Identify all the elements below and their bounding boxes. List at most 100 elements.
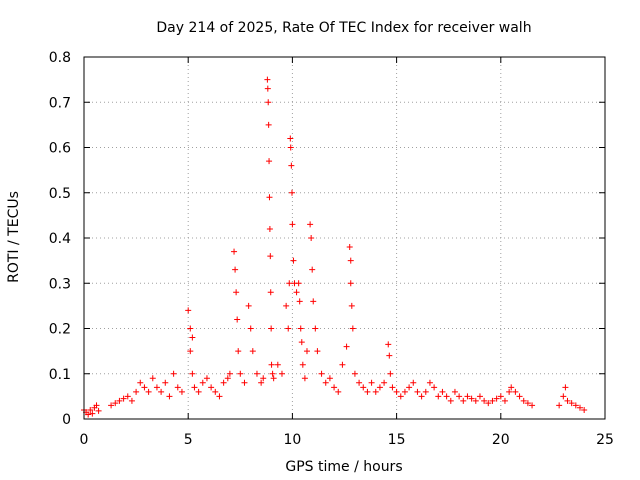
data-point [524, 400, 531, 407]
data-point [189, 334, 196, 341]
data-point [443, 393, 450, 400]
data-point [562, 384, 569, 391]
data-point [235, 348, 242, 355]
data-point [581, 406, 588, 413]
data-point [348, 302, 355, 309]
data-point [307, 221, 314, 228]
data-point [393, 388, 400, 395]
data-point [368, 379, 375, 386]
data-point [241, 379, 248, 386]
data-point [232, 266, 239, 273]
data-point [295, 280, 302, 287]
data-point [301, 375, 308, 382]
data-point [187, 348, 194, 355]
data-point [299, 361, 306, 368]
y-tick-label: 0.4 [49, 231, 71, 247]
data-point [237, 370, 244, 377]
data-point [89, 410, 96, 417]
data-point [331, 384, 338, 391]
data-point [297, 325, 304, 332]
data-point [270, 375, 277, 382]
x-tick-label: 15 [388, 432, 406, 448]
data-point [346, 244, 353, 251]
y-tick-label: 0.5 [49, 186, 71, 202]
x-tick-label: 10 [283, 432, 301, 448]
data-point [203, 375, 210, 382]
data-point [310, 298, 317, 305]
data-point [410, 379, 417, 386]
data-point [472, 397, 479, 404]
data-point [493, 395, 500, 402]
data-point [128, 397, 135, 404]
data-point [195, 388, 202, 395]
data-point [289, 221, 296, 228]
chart-title: Day 214 of 2025, Rate Of TEC Index for r… [156, 20, 531, 36]
data-point [431, 384, 438, 391]
data-point [231, 248, 238, 255]
data-point [285, 325, 292, 332]
data-point [318, 370, 325, 377]
data-point [360, 384, 367, 391]
data-point [283, 302, 290, 309]
data-point [298, 339, 305, 346]
data-point [268, 361, 275, 368]
data-point [481, 397, 488, 404]
data-point [178, 388, 185, 395]
data-point [312, 325, 319, 332]
data-point [568, 400, 575, 407]
y-tick-label: 0.1 [49, 367, 71, 383]
data-point [288, 162, 295, 169]
data-point [174, 384, 181, 391]
data-point [266, 194, 273, 201]
data-point [564, 397, 571, 404]
data-point [199, 379, 206, 386]
data-point [185, 307, 192, 314]
data-point [137, 379, 144, 386]
data-point [516, 393, 523, 400]
tick-labels: 0 5 10 15 20 25 0 0.1 0.2 0.3 0.4 0.5 0.6 0.7 0.8 [49, 50, 614, 448]
data-point [170, 370, 177, 377]
data-point [247, 325, 254, 332]
y-tick-label: 0.3 [49, 276, 71, 292]
data-point [265, 99, 272, 106]
x-tick-label: 0 [80, 432, 89, 448]
data-point [267, 253, 274, 260]
data-point [274, 361, 281, 368]
data-point [418, 393, 425, 400]
data-point [288, 189, 295, 196]
data-point [309, 266, 316, 273]
y-tick-label: 0.8 [49, 50, 71, 66]
data-point [529, 402, 536, 409]
data-point [386, 352, 393, 359]
data-point [108, 402, 115, 409]
data-point [476, 393, 483, 400]
data-point [191, 384, 198, 391]
data-point [381, 379, 388, 386]
data-point [266, 158, 273, 165]
data-point [220, 379, 227, 386]
y-axis-label: ROTI / TECUs [6, 191, 22, 283]
data-point [264, 76, 271, 83]
y-tick-label: 0 [62, 412, 71, 428]
y-tick-label: 0.6 [49, 141, 71, 157]
data-point [351, 370, 358, 377]
data-point [397, 393, 404, 400]
data-point [485, 400, 492, 407]
data-point [234, 316, 241, 323]
data-point [376, 384, 383, 391]
data-point [258, 379, 265, 386]
data-point [422, 388, 429, 395]
data-point [576, 404, 583, 411]
data-point [364, 388, 371, 395]
data-point [308, 235, 315, 241]
data-point [356, 379, 363, 386]
data-point [120, 395, 127, 402]
data-point [468, 395, 475, 402]
data-point [347, 280, 354, 287]
data-point [501, 397, 508, 404]
data-point [296, 298, 303, 305]
data-point [464, 393, 471, 400]
data-point [314, 348, 321, 355]
data-point [387, 370, 394, 377]
axis-ticks [83, 56, 606, 420]
